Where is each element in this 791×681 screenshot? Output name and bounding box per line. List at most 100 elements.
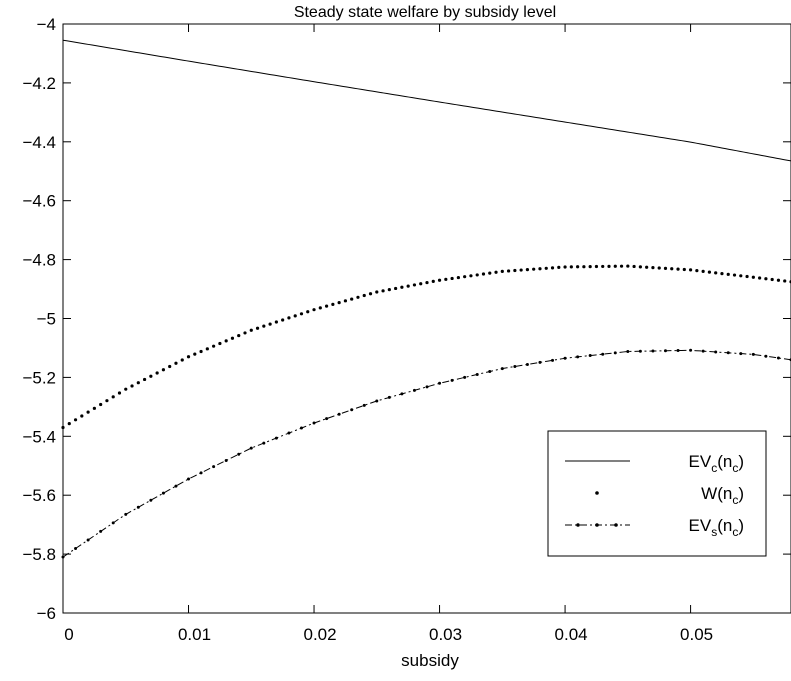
series-2-point bbox=[105, 399, 108, 402]
series-2-point bbox=[664, 267, 667, 270]
series-2-point bbox=[68, 422, 71, 425]
series-3-point bbox=[513, 365, 516, 368]
series-2-point bbox=[645, 266, 648, 269]
series-2-point bbox=[727, 273, 730, 276]
series-3-point bbox=[614, 351, 617, 354]
series-2-point bbox=[149, 375, 152, 378]
series-2-point bbox=[501, 270, 504, 273]
series-2-point bbox=[745, 275, 748, 278]
series-2-point bbox=[331, 303, 334, 306]
series-2-point bbox=[306, 310, 309, 313]
series-3-point bbox=[187, 478, 190, 481]
y-tick-label: −4.2 bbox=[22, 74, 56, 93]
series-2-point bbox=[61, 426, 64, 429]
series-2-point bbox=[488, 272, 491, 275]
series-2-point bbox=[771, 278, 774, 281]
x-tick-label: 0 bbox=[64, 625, 73, 644]
series-2-point bbox=[444, 278, 447, 281]
series-2-point bbox=[582, 265, 585, 268]
series-3-point bbox=[237, 453, 240, 456]
series-2-point bbox=[363, 294, 366, 297]
series-2-point bbox=[375, 290, 378, 293]
series-3-point bbox=[313, 422, 316, 425]
series-3-point bbox=[526, 363, 529, 366]
series-2-point bbox=[651, 266, 654, 269]
series-2-point bbox=[381, 289, 384, 292]
series-2-point bbox=[451, 277, 454, 280]
series-3-point bbox=[225, 459, 228, 462]
series-3-point bbox=[200, 471, 203, 474]
series-2-point bbox=[181, 358, 184, 361]
series-3-point bbox=[250, 447, 253, 450]
legend-item-2-marker bbox=[595, 491, 599, 495]
series-2-point bbox=[614, 265, 617, 268]
series-3-point bbox=[112, 521, 115, 524]
series-2-point bbox=[174, 362, 177, 365]
series-3-point bbox=[300, 427, 303, 430]
series-2-point bbox=[407, 285, 410, 288]
series-2-point bbox=[80, 414, 83, 417]
series-2-point bbox=[193, 353, 196, 356]
series-3-point bbox=[149, 499, 152, 502]
series-2-point bbox=[557, 266, 560, 269]
legend-item-3-marker bbox=[576, 523, 580, 527]
series-2-point bbox=[702, 270, 705, 273]
series-2-point bbox=[482, 272, 485, 275]
series-2-point bbox=[739, 274, 742, 277]
series-2-point bbox=[338, 301, 341, 304]
series-2-point bbox=[507, 269, 510, 272]
series-2-point bbox=[124, 388, 127, 391]
series-3-point bbox=[626, 350, 629, 353]
series-2-point bbox=[356, 296, 359, 299]
series-3-point bbox=[212, 465, 215, 468]
series-3-point bbox=[689, 349, 692, 352]
series-2-point bbox=[469, 274, 472, 277]
series-2-point bbox=[250, 329, 253, 332]
chart-title: Steady state welfare by subsidy level bbox=[294, 4, 556, 21]
series-3-point bbox=[325, 417, 328, 420]
series-2-point bbox=[369, 292, 372, 295]
series-2-point bbox=[243, 331, 246, 334]
series-2-point bbox=[520, 268, 523, 271]
series-2-point bbox=[350, 297, 353, 300]
series-2-point bbox=[287, 316, 290, 319]
series-3-point bbox=[639, 350, 642, 353]
series-2-point bbox=[294, 314, 297, 317]
series-2-point bbox=[206, 347, 209, 350]
series-2-point bbox=[758, 276, 761, 279]
series-2-point bbox=[494, 271, 497, 274]
series-3-point bbox=[463, 376, 466, 379]
series-3-point bbox=[501, 367, 504, 370]
series-2-point bbox=[130, 384, 133, 387]
series-2-point bbox=[256, 327, 259, 330]
series-2-point bbox=[545, 267, 548, 270]
series-3-point bbox=[488, 370, 491, 373]
y-tick-label: −5.2 bbox=[22, 368, 56, 387]
series-1-line bbox=[63, 40, 791, 161]
series-3-point bbox=[651, 350, 654, 353]
series-2-point bbox=[589, 265, 592, 268]
y-tick-label: −5.8 bbox=[22, 545, 56, 564]
series-2-point bbox=[432, 280, 435, 283]
series-3-point bbox=[375, 399, 378, 402]
x-tick-label: 0.04 bbox=[555, 625, 588, 644]
series-2-point bbox=[676, 268, 679, 271]
x-tick-label: 0.05 bbox=[680, 625, 713, 644]
x-axis-label: subsidy bbox=[401, 651, 459, 670]
series-2-point bbox=[538, 267, 541, 270]
series-2-point bbox=[225, 339, 228, 342]
series-3-point bbox=[262, 442, 265, 445]
series-2-point bbox=[670, 267, 673, 270]
x-tick-label: 0.03 bbox=[429, 625, 462, 644]
series-3-point bbox=[174, 485, 177, 488]
series-2-point bbox=[99, 403, 102, 406]
series-2-point bbox=[563, 265, 566, 268]
y-tick-label: −5.6 bbox=[22, 486, 56, 505]
series-2-point bbox=[218, 342, 221, 345]
series-2-point bbox=[752, 276, 755, 279]
series-3-point bbox=[438, 382, 441, 385]
series-2-point bbox=[595, 265, 598, 268]
series-3-point bbox=[777, 356, 780, 359]
series-3-point bbox=[426, 385, 429, 388]
